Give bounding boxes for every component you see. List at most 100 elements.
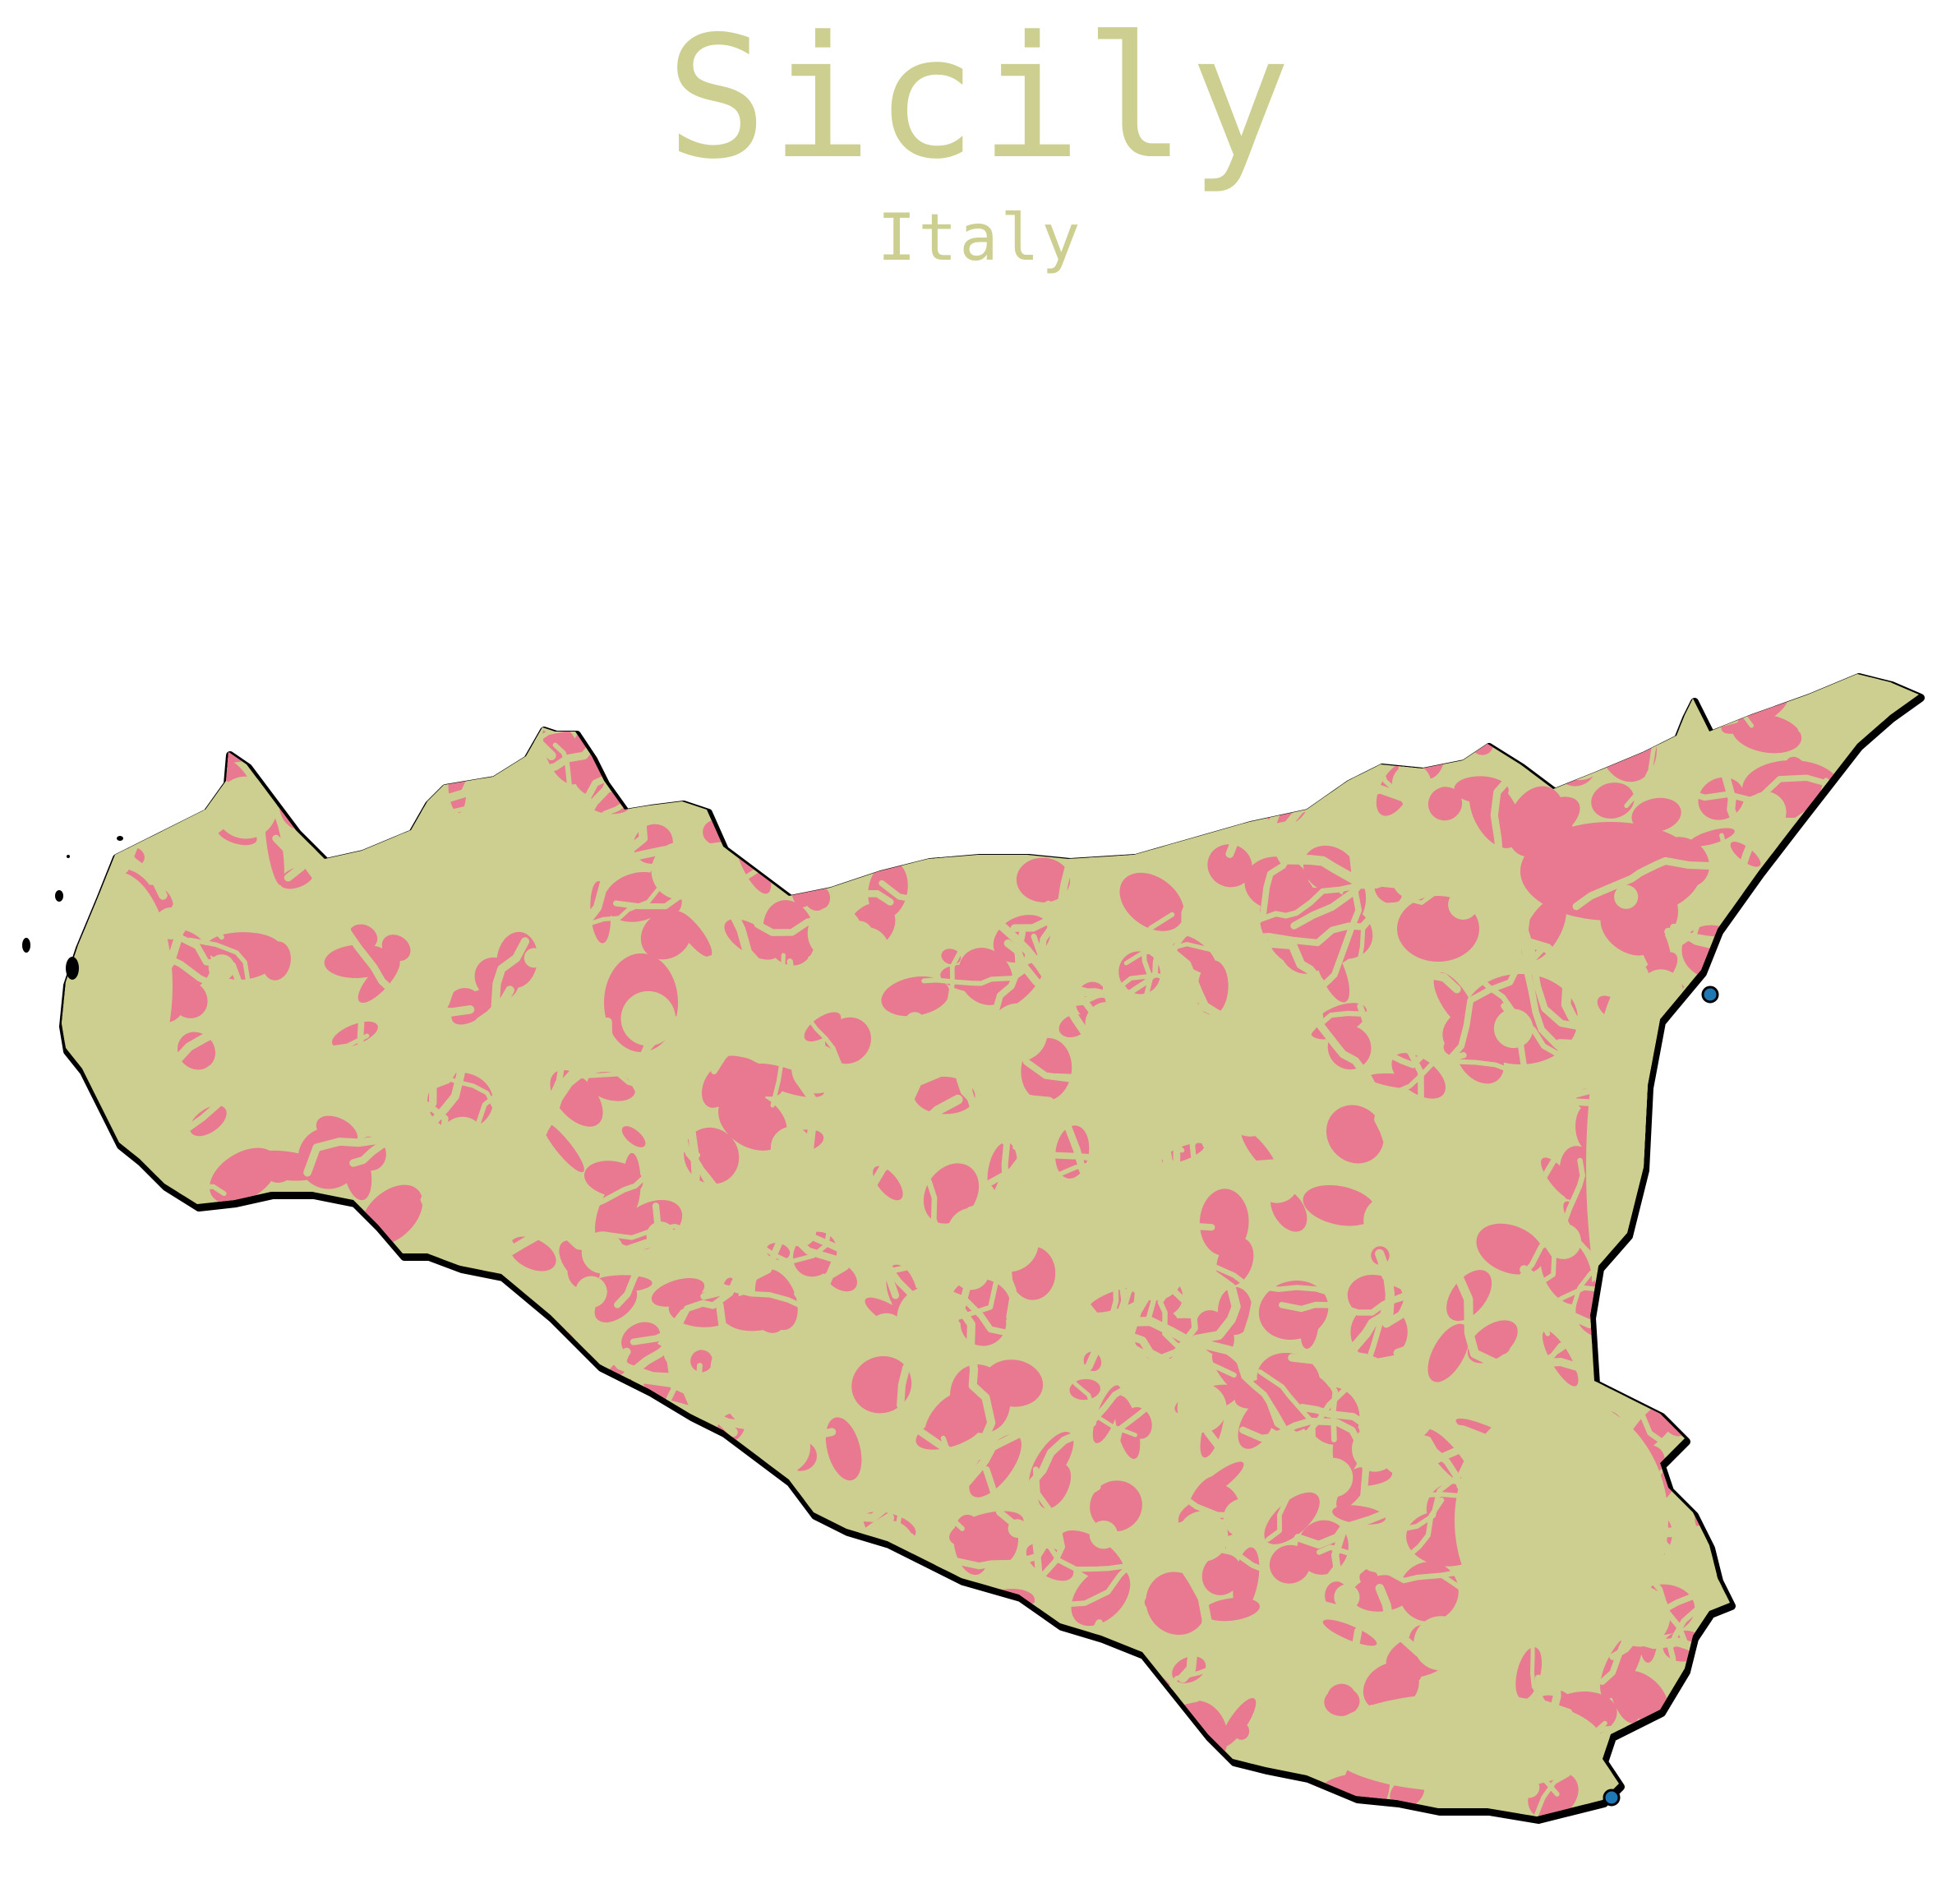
road <box>1839 1201 1919 1256</box>
road <box>1357 1003 1467 1069</box>
road <box>337 1456 394 1624</box>
road <box>1026 1754 1055 1816</box>
road <box>62 727 90 896</box>
road <box>332 1304 511 1499</box>
road <box>233 1087 357 1115</box>
town-hub <box>807 906 863 961</box>
built-area-patch <box>677 1456 721 1493</box>
built-area-patch <box>213 1387 255 1424</box>
town-hub <box>208 954 235 981</box>
road <box>1795 962 1919 1064</box>
road <box>1382 1258 1451 1328</box>
town-hub <box>1439 1127 1492 1179</box>
road <box>914 1705 971 1802</box>
road <box>1709 1480 1864 1580</box>
town-hub <box>621 1557 679 1614</box>
town-hub <box>1545 1223 1581 1259</box>
road <box>426 1068 510 1133</box>
built-area-patch <box>138 1512 196 1567</box>
built-area-patch <box>1807 1604 1856 1662</box>
coastal-land <box>1455 1397 1668 1644</box>
road <box>86 1221 166 1350</box>
built-area-patch <box>381 935 411 962</box>
built-area-patch <box>1725 1485 1783 1541</box>
built-area-patch <box>62 1705 81 1737</box>
built-area-patch <box>873 768 940 815</box>
town-hub <box>1089 1521 1118 1549</box>
town-hub <box>296 1553 333 1590</box>
built-area-patch <box>190 1105 227 1137</box>
town-hub <box>710 1340 764 1395</box>
road <box>62 1445 104 1674</box>
town-hub <box>845 921 874 949</box>
road <box>1039 674 1233 802</box>
built-area-patch <box>554 1613 592 1665</box>
islet <box>22 938 30 953</box>
road <box>1114 972 1203 1059</box>
built-area-patch <box>240 1595 297 1626</box>
road <box>1846 1549 1919 1590</box>
road <box>506 1536 588 1653</box>
town-hub <box>538 1471 571 1505</box>
road <box>1761 1530 1794 1645</box>
road <box>1227 816 1418 895</box>
built-area-patch <box>519 1456 572 1502</box>
road <box>1881 1490 1919 1581</box>
road <box>83 1394 198 1582</box>
road <box>505 785 648 921</box>
built-area-patch <box>339 1609 393 1667</box>
road <box>1022 1419 1097 1505</box>
road <box>994 713 1114 779</box>
road <box>174 1058 278 1124</box>
water-features <box>1603 985 1719 1807</box>
road <box>1510 718 1593 764</box>
built-area-patch <box>357 775 403 810</box>
town-hub <box>731 1777 790 1816</box>
road <box>523 865 558 1011</box>
road <box>1644 1748 1702 1816</box>
road <box>1731 1504 1887 1667</box>
road <box>62 1104 118 1219</box>
built-area-patch <box>1721 933 1775 964</box>
road <box>166 1450 331 1521</box>
road <box>1286 1627 1363 1702</box>
road <box>1694 1778 1731 1816</box>
town-hub <box>1610 691 1658 740</box>
built-area-patch <box>211 1664 261 1710</box>
road <box>1047 807 1148 842</box>
built-area-patch <box>1300 1308 1319 1349</box>
built-area-patch <box>207 1778 273 1816</box>
built-area-patch <box>1064 768 1115 824</box>
built-area-patch <box>109 1354 145 1405</box>
built-area-patch <box>1829 853 1877 898</box>
road <box>897 1341 1023 1460</box>
town-hub <box>1414 1616 1469 1671</box>
road <box>1294 1442 1471 1549</box>
built-area-patch <box>800 1737 867 1799</box>
road <box>524 817 648 1040</box>
town-hub <box>1730 1262 1787 1321</box>
built-area-patch <box>1746 898 1767 955</box>
built-area-patch <box>428 1311 473 1345</box>
town-hub <box>500 1719 542 1761</box>
map-subtitle: Italy <box>877 201 1083 275</box>
road <box>1107 1247 1177 1504</box>
town-hub <box>1124 1241 1184 1301</box>
road <box>430 1590 481 1706</box>
road <box>80 674 226 735</box>
road <box>220 1550 436 1626</box>
built-area-patch <box>550 1553 601 1613</box>
built-area-patch <box>1858 1058 1888 1094</box>
road <box>1736 1284 1810 1475</box>
town-hub <box>1382 1440 1417 1475</box>
built-area-patch <box>822 766 879 826</box>
built-area-patch <box>62 698 90 730</box>
road <box>311 1710 392 1805</box>
road <box>1797 674 1919 733</box>
built-area-patch <box>323 1287 381 1322</box>
road <box>81 1433 213 1600</box>
road <box>1038 900 1130 1112</box>
built-area-patch <box>591 1793 611 1812</box>
built-area-patch <box>1326 1105 1384 1164</box>
water-point <box>1603 1789 1621 1807</box>
